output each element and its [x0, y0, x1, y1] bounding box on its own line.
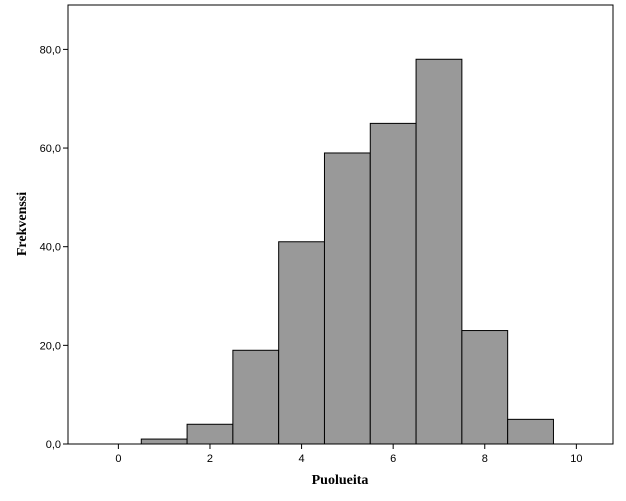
y-tick-label: 40,0	[40, 242, 61, 254]
histogram-bar	[507, 418, 554, 445]
y-axis: 0,0 20,0 40,0 60,0 80,0	[40, 44, 68, 451]
histogram-bar	[369, 122, 417, 445]
y-tick-label: 60,0	[40, 143, 61, 155]
y-tick-label: 20,0	[40, 340, 61, 352]
x-tick-label: 6	[390, 453, 396, 465]
x-axis: 0 2 4 6 8 10	[115, 444, 582, 465]
histogram-bar	[232, 349, 280, 445]
x-tick-label: 10	[570, 453, 582, 465]
histogram-bar	[140, 438, 188, 445]
bars-group	[140, 58, 554, 445]
x-tick-label: 2	[207, 453, 213, 465]
x-tick-label: 0	[115, 453, 121, 465]
histogram-bar	[323, 152, 371, 445]
histogram-bar	[415, 58, 463, 445]
y-axis-title: Frekvenssi	[15, 192, 30, 256]
histogram-bar	[278, 241, 325, 445]
y-tick-label: 0,0	[46, 439, 61, 451]
x-axis-title: Puolueita	[312, 473, 369, 488]
x-tick-label: 4	[299, 453, 305, 465]
histogram-bar	[186, 423, 234, 445]
y-tick-label: 80,0	[40, 44, 61, 56]
x-tick-label: 8	[482, 453, 488, 465]
histogram-bar	[461, 330, 509, 445]
